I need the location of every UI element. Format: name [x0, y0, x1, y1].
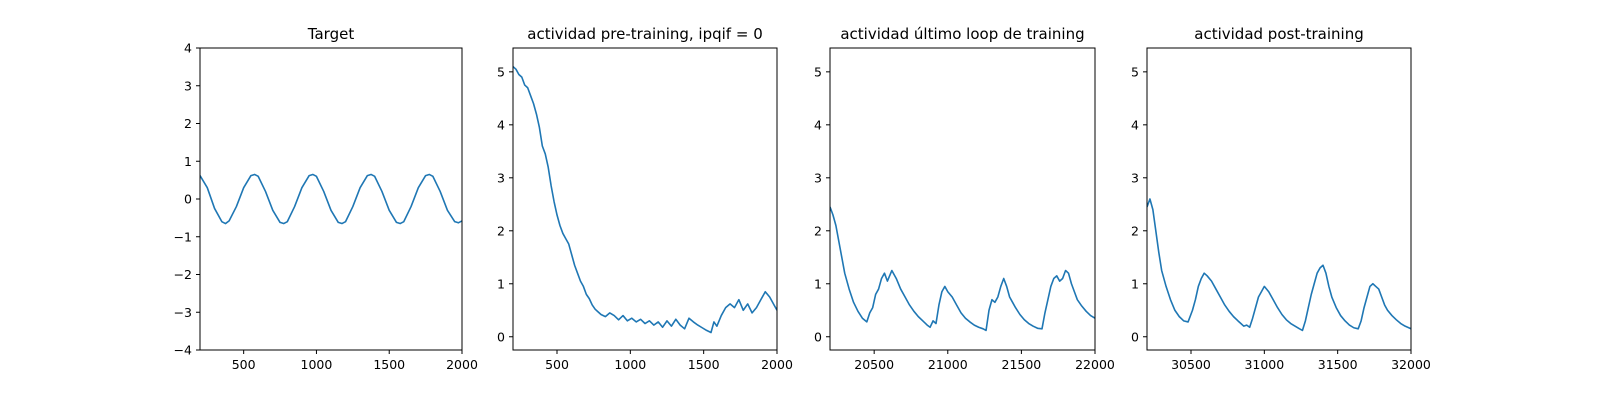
- x-tick-label: 1500: [688, 357, 720, 372]
- x-tick-label: 20500: [854, 357, 894, 372]
- y-tick-label: −2: [174, 267, 192, 282]
- y-tick-label: 0: [814, 329, 822, 344]
- series-line-1: [513, 65, 777, 334]
- series-line-1: [200, 173, 462, 225]
- x-tick-label: 22000: [1075, 357, 1115, 372]
- y-tick-label: 2: [497, 223, 505, 238]
- x-tick-label: 1500: [373, 357, 405, 372]
- y-tick-label: 1: [497, 276, 505, 291]
- x-tick-label: 31000: [1244, 357, 1284, 372]
- x-tick-label: 1000: [301, 357, 333, 372]
- y-tick-label: 4: [1131, 117, 1139, 132]
- y-tick-label: −3: [174, 305, 192, 320]
- chart-panel-1: Target 500 1000 1500 2000 −4 −3 −2 −1 0 1 2 3 4: [174, 25, 478, 372]
- y-tick-label: 3: [814, 170, 822, 185]
- x-tick-label: 2000: [761, 357, 793, 372]
- chart-panel-2: actividad pre-training, ipqif = 0 500 1000…: [497, 25, 793, 372]
- x-tick-label: 2000: [446, 357, 478, 372]
- y-tick-label: 0: [1131, 329, 1139, 344]
- x-tick-label: 30500: [1171, 357, 1211, 372]
- series-line-1: [830, 206, 1095, 332]
- chart-title: actividad pre-training, ipqif = 0: [527, 25, 763, 43]
- y-tick-label: 5: [497, 64, 505, 79]
- series-line-1: [1147, 198, 1411, 332]
- y-tick-label: 1: [184, 154, 192, 169]
- chart-title: actividad post-training: [1194, 25, 1363, 43]
- y-tick-label: 0: [497, 329, 505, 344]
- y-tick-label: 5: [814, 64, 822, 79]
- y-tick-label: 5: [1131, 64, 1139, 79]
- y-tick-label: 4: [497, 117, 505, 132]
- chart-title: Target: [307, 25, 355, 43]
- y-tick-label: −1: [174, 229, 192, 244]
- plot-frame: [512, 47, 778, 351]
- x-tick-label: 32000: [1391, 357, 1431, 372]
- y-tick-label: 2: [814, 223, 822, 238]
- x-tick-label: 21000: [928, 357, 968, 372]
- y-tick-label: 3: [184, 78, 192, 93]
- plot-frame: [1146, 47, 1412, 351]
- y-tick-label: 4: [814, 117, 822, 132]
- x-tick-label: 1000: [614, 357, 646, 372]
- x-tick-label: 31500: [1318, 357, 1358, 372]
- y-tick-label: 3: [1131, 170, 1139, 185]
- y-tick-label: 3: [497, 170, 505, 185]
- y-tick-label: 1: [814, 276, 822, 291]
- x-tick-label: 21500: [1002, 357, 1042, 372]
- y-tick-label: 1: [1131, 276, 1139, 291]
- y-tick-label: −4: [174, 343, 192, 358]
- y-tick-label: 0: [184, 192, 192, 207]
- chart-title: actividad último loop de training: [840, 25, 1084, 43]
- y-tick-label: 2: [1131, 223, 1139, 238]
- x-tick-label: 500: [545, 357, 569, 372]
- y-tick-label: 2: [184, 116, 192, 131]
- y-tick-label: 4: [184, 41, 192, 56]
- x-tick-label: 500: [232, 357, 256, 372]
- plot-frame: [829, 47, 1096, 351]
